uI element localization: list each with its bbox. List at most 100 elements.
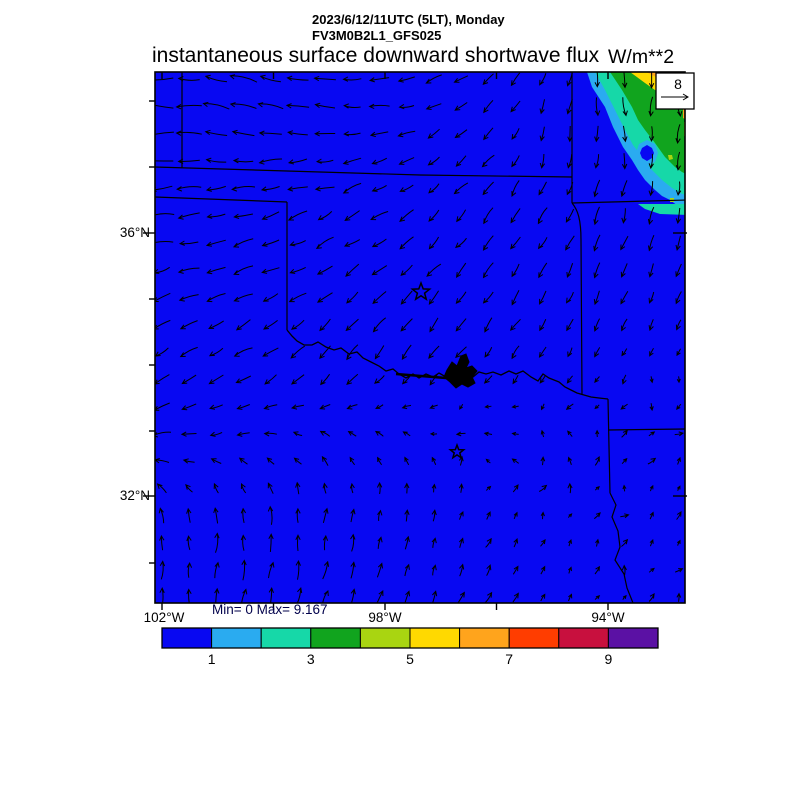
wind-arrow [455, 237, 467, 249]
state-border [571, 202, 583, 396]
wind-arrow [428, 183, 440, 194]
wind-arrow [231, 186, 256, 192]
wind-arrow [483, 207, 494, 225]
wind-arrow [675, 291, 682, 305]
wind-arrow [261, 211, 280, 220]
wind-arrow [177, 267, 200, 274]
wind-arrow [232, 158, 254, 164]
wind-arrow [486, 511, 491, 520]
wind-arrow [594, 125, 600, 143]
wind-arrow [295, 481, 301, 495]
units-label: W/m**2 [608, 46, 675, 68]
wind-arrow [209, 404, 223, 410]
wind-arrow [319, 404, 331, 410]
wind-arrow [622, 484, 627, 492]
wind-arrow [342, 182, 362, 194]
wind-arrow [649, 403, 654, 412]
wind-arrow [621, 564, 627, 576]
wind-arrow [213, 507, 219, 524]
wind-arrow [401, 344, 412, 360]
wind-arrow [648, 153, 654, 170]
colorbar-segment [359, 627, 411, 649]
wind-arrow [182, 458, 195, 464]
wind-arrow [510, 72, 521, 87]
wind-arrow [512, 374, 519, 385]
wind-arrow [486, 564, 492, 576]
state-border [571, 199, 685, 204]
wind-arrow [372, 291, 387, 305]
wind-arrow [290, 345, 306, 359]
wind-arrow [429, 404, 438, 409]
wind-arrow [347, 431, 357, 437]
wind-arrow [483, 99, 494, 114]
wind-arrow [621, 348, 628, 357]
wind-arrow [594, 97, 601, 117]
wind-arrow [647, 457, 657, 465]
wind-arrow [620, 263, 628, 278]
wind-arrow [214, 587, 220, 603]
wind-arrow [454, 129, 468, 139]
wind-arrow [426, 263, 442, 277]
wind-arrow [155, 77, 174, 83]
wind-arrow [261, 239, 280, 247]
wind-arrow [428, 209, 440, 222]
wind-arrow [205, 185, 226, 192]
wind-arrow [319, 345, 331, 360]
wind-arrow [181, 374, 197, 385]
lon-tick-label: 102°W [143, 610, 185, 625]
wind-arrow [290, 319, 305, 330]
wind-arrow [538, 181, 547, 196]
wind-arrow [594, 404, 600, 410]
wind-arrow [374, 375, 385, 384]
colorbar-segment [260, 627, 312, 649]
wind-arrow [287, 186, 308, 192]
wind-arrow [402, 431, 411, 437]
wind-arrow [676, 485, 681, 491]
wind-arrow [343, 239, 361, 247]
wind-arrow [459, 510, 464, 520]
wind-arrow [621, 538, 629, 547]
wind-arrow [540, 429, 545, 438]
state-border [155, 196, 288, 203]
wind-arrow [342, 157, 362, 165]
colorbar-segment [161, 627, 213, 649]
wind-arrow [400, 290, 413, 305]
wind-arrow [258, 130, 282, 136]
wind-arrow [567, 125, 573, 143]
wind-arrow [235, 375, 252, 384]
wind-arrow [676, 376, 681, 384]
wind-arrow [648, 72, 655, 89]
wind-arrow [593, 262, 601, 279]
wind-arrow [565, 403, 574, 411]
wind-arrow [566, 154, 573, 169]
wind-arrow [368, 77, 390, 83]
wind-arrow [235, 319, 251, 331]
wind-arrow [511, 431, 519, 436]
wind-arrow [649, 347, 654, 357]
wind-arrow [346, 404, 358, 410]
wind-arrow [177, 212, 200, 220]
wind-arrow [186, 507, 192, 523]
wind-arrow [593, 179, 601, 198]
wind-arrow [343, 103, 361, 109]
wind-arrow [621, 374, 627, 385]
wind-arrow [377, 536, 383, 549]
reference-vector-box [655, 72, 695, 110]
wind-arrow [206, 293, 226, 303]
wind-arrow [566, 72, 573, 87]
wind-arrow [290, 374, 305, 385]
colorbar-segment [211, 627, 262, 649]
wind-arrow [566, 98, 573, 115]
wind-arrow [540, 456, 546, 466]
wind-arrow [621, 429, 628, 438]
wind-arrow [399, 209, 414, 223]
wind-arrow [372, 317, 386, 333]
wind-arrow [233, 265, 254, 275]
wind-arrow [428, 345, 440, 359]
wind-arrow [319, 430, 331, 437]
wind-arrow [350, 561, 356, 579]
city-star-marker [410, 280, 432, 302]
wind-arrow [459, 403, 464, 410]
wind-arrow [400, 264, 413, 276]
wind-arrow [287, 158, 308, 165]
